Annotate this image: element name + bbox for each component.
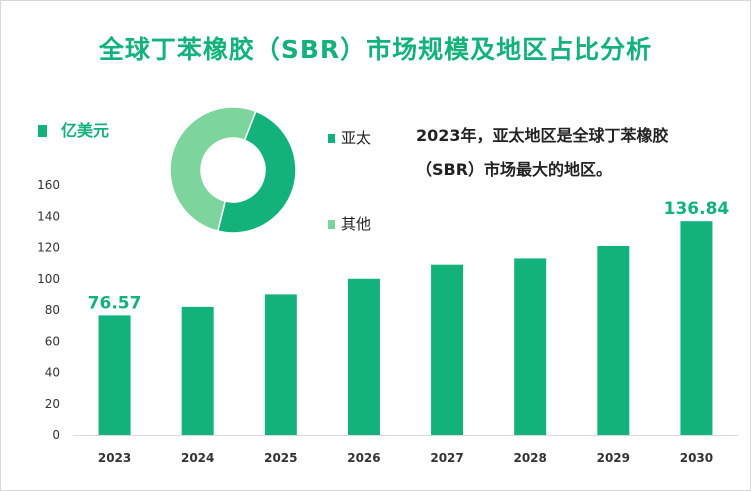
y-tick-label: 80 [45, 303, 60, 317]
pie-legend-asia-swatch [328, 134, 335, 143]
x-tick-label: 2030 [680, 451, 713, 465]
chart-annotation: 2023年，亚太地区是全球丁苯橡胶（SBR）市场最大的地区。 [416, 126, 669, 179]
unit-legend: 亿美元 [38, 117, 109, 141]
y-tick-label: 160 [37, 178, 60, 192]
pie-legend-other: 其他 [328, 213, 371, 234]
x-tick-label: 2024 [181, 451, 214, 465]
pie-legend-other-label: 其他 [341, 215, 372, 233]
y-tick-label: 20 [45, 397, 60, 411]
y-tick-label: 40 [45, 366, 60, 380]
pie-legend-other-swatch [328, 220, 335, 229]
x-tick-label: 2029 [597, 451, 630, 465]
unit-legend-label: 亿美元 [61, 121, 110, 140]
bar [597, 245, 630, 435]
x-tick-label: 2025 [264, 451, 297, 465]
unit-legend-swatch [38, 125, 47, 137]
data-label: 136.84 [664, 199, 730, 219]
y-tick-label: 60 [45, 334, 60, 348]
pie-slice [216, 110, 297, 234]
chart-title: 全球丁苯橡胶（SBR）市场规模及地区占比分析 [98, 35, 653, 64]
x-tick-label: 2027 [430, 451, 463, 465]
y-tick-label: 120 [37, 241, 60, 255]
x-tick-label: 2023 [98, 451, 131, 465]
pie-legend-asia-label: 亚太 [341, 129, 372, 147]
x-tick-label: 2026 [347, 451, 380, 465]
y-tick-label: 0 [52, 428, 60, 442]
bar [431, 264, 464, 435]
bar [514, 258, 547, 435]
y-tick-label: 100 [37, 272, 60, 286]
bar [181, 306, 214, 435]
bar [347, 278, 380, 435]
y-tick-label: 140 [37, 209, 60, 223]
pie-legend-asia: 亚太 [328, 127, 371, 148]
bar [264, 294, 297, 435]
bar [680, 221, 713, 435]
pie-slice [169, 106, 257, 233]
data-label: 76.57 [88, 293, 142, 313]
x-tick-label: 2028 [513, 451, 546, 465]
bar [98, 315, 131, 435]
